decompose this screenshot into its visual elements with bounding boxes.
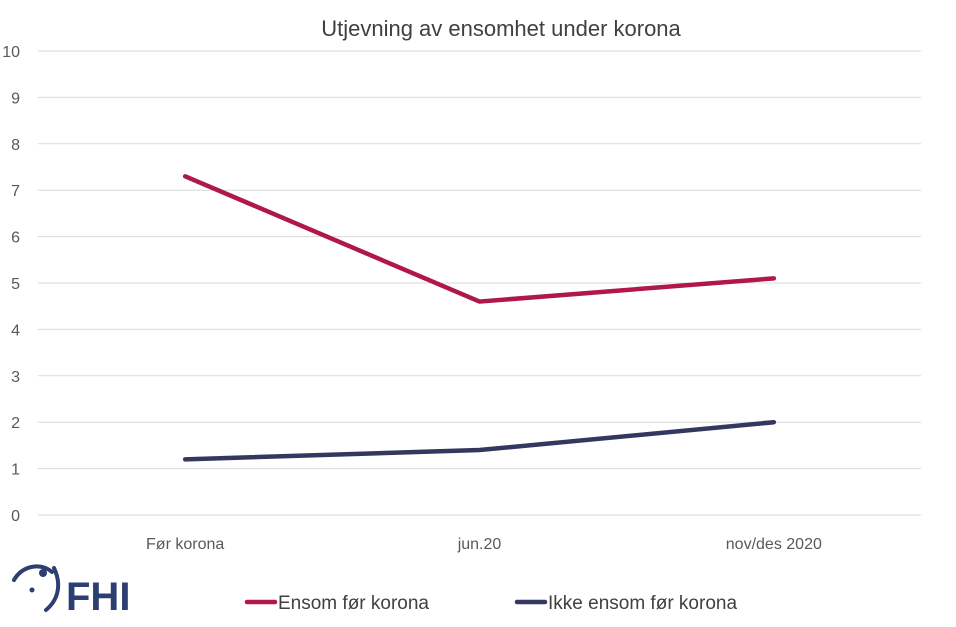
y-tick-label: 9 [11, 90, 20, 107]
legend: Ensom før korona Ikke ensom før korona [244, 593, 737, 614]
logo-small-dot-icon [29, 587, 35, 593]
x-tick-label: Før korona [146, 536, 224, 553]
chart-title: Utjevning av ensomhet under korona [321, 16, 681, 41]
legend-label: Ikke ensom før korona [548, 593, 737, 614]
logo-text: FHI [66, 575, 130, 619]
logo-swoosh-icon [12, 564, 54, 582]
logo-dot-icon [39, 569, 47, 577]
y-tick-label: 10 [2, 44, 20, 61]
y-tick-label: 1 [11, 462, 20, 479]
x-tick-label: nov/des 2020 [726, 536, 822, 553]
logo-arc-icon [44, 566, 61, 612]
fhi-logo: FHI [12, 564, 130, 619]
series-line-2 [182, 419, 777, 462]
y-tick-label: 7 [11, 183, 20, 200]
y-tick-label: 8 [11, 137, 20, 154]
y-tick-label: 0 [11, 508, 20, 525]
legend-label: Ensom før korona [278, 593, 429, 614]
y-tick-label: 4 [11, 322, 20, 339]
y-tick-label: 3 [11, 369, 20, 386]
y-tick-label: 6 [11, 230, 20, 247]
gridlines [38, 50, 921, 516]
y-tick-label: 5 [11, 276, 20, 293]
y-axis-ticks: 0 1 2 3 4 5 6 7 8 9 10 [2, 44, 20, 525]
series-lines [182, 174, 777, 462]
x-axis-ticks: Før korona jun.20 nov/des 2020 [146, 536, 822, 553]
y-tick-label: 2 [11, 415, 20, 432]
x-tick-label: jun.20 [457, 536, 502, 553]
